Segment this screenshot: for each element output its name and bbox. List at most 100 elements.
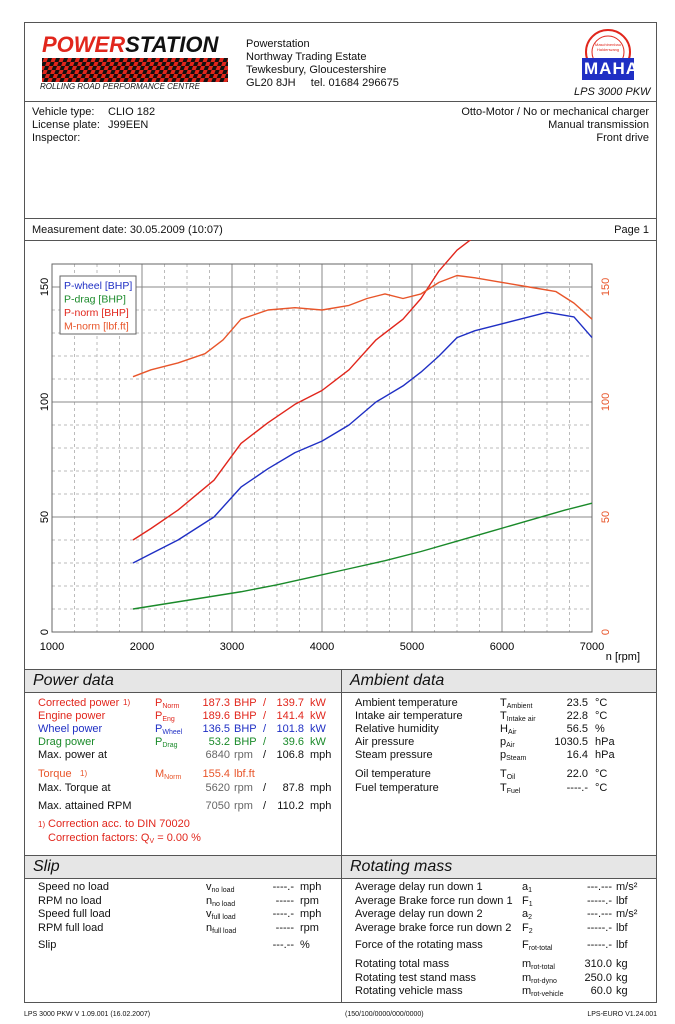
rotating-row-1-unit: lbf — [616, 894, 628, 907]
torque-symbol-subscript: Norm — [164, 774, 182, 781]
ambient-row-2-unit: % — [595, 723, 605, 735]
ambient-row-3-value: 1030.5 — [554, 736, 588, 748]
power-row-2-symbol: PWheel — [155, 723, 182, 739]
rotating-mass-2-unit: kg — [616, 985, 628, 997]
slip-row-2-label: Speed full load — [38, 908, 111, 920]
ambient-row2-1-symbol: TFuel — [500, 782, 520, 798]
legend-entry-p-drag: P-drag [BHP] — [64, 294, 126, 306]
powerstation-logo: POWERSTATION ROLLING ROAD PERFORMANCE CE… — [36, 32, 236, 94]
max-rpm-value: 7050 — [205, 800, 230, 812]
rotating-mass-0-symbol-subscript: rot-total — [531, 964, 555, 971]
x-tick-1000: 1000 — [40, 641, 64, 653]
footnote-2-sub: V — [149, 838, 155, 845]
footnote-2: Correction factors: QV = 0.00 % — [48, 832, 201, 848]
ambient-row2-1-symbol-subscript: Fuel — [506, 788, 521, 795]
maha-emblem-icon — [582, 29, 634, 80]
ambient-row-1-value: 22.8 — [566, 710, 588, 722]
slip-row-3-symbol-symbol: n — [206, 921, 213, 934]
power-row-0-value1: 187.3 — [202, 697, 230, 709]
address-line-2: Northway Trading Estate — [246, 51, 367, 63]
engine-type: Otto-Motor / No or mechanical charger — [461, 106, 649, 118]
rotating-mass-2-value: 60.0 — [590, 985, 612, 997]
slip-row-0-label: Speed no load — [38, 881, 109, 893]
power-row-0-sep: / — [263, 697, 267, 709]
rotating-mass-1-label: Rotating test stand mass — [355, 971, 477, 984]
vehicle-type-label: Vehicle type: — [32, 106, 95, 118]
ambient-row-2-value: 56.5 — [566, 723, 588, 735]
torque-symbol-symbol: M — [155, 768, 165, 780]
rotating-row-1-symbol-subscript: 1 — [528, 900, 533, 908]
rotating-row-3-value: -----.- — [586, 921, 612, 934]
ambient-row-2-label: Relative humidity — [355, 723, 439, 735]
rotating-row-0-value: ---.--- — [586, 881, 612, 893]
vehicle-type-value: CLIO 182 — [108, 106, 156, 118]
y-tick-right-100: 100 — [600, 393, 612, 411]
logo-tagline: ROLLING ROAD PERFORMANCE CENTRE — [40, 82, 201, 91]
rotating-row-3-symbol: F2 — [522, 922, 533, 938]
rotating-row-2-symbol: a2 — [522, 908, 532, 924]
rotating-force-symbol: Frot-total — [522, 939, 552, 955]
power-row-2-unit2: kW — [310, 723, 326, 735]
y-tick-right-150: 150 — [600, 278, 612, 296]
power-row-2-unit1: BHP — [234, 723, 257, 735]
logo-station: STATION — [125, 32, 219, 57]
footnote-2-text: Correction factors: Q — [48, 832, 150, 844]
x-tick-3000: 3000 — [220, 641, 244, 653]
rotating-row-1-label: Average Brake force run down 1 — [355, 894, 513, 907]
power-row-1-unit1: BHP — [234, 710, 257, 722]
power-row-0-unit2: kW — [310, 697, 326, 709]
ambient-row-4-label: Steam pressure — [355, 749, 433, 761]
power-row-2-label: Wheel power — [38, 723, 103, 735]
series-line-p-drag — [132, 502, 593, 610]
rotating-row-3-symbol-subscript: 2 — [528, 927, 533, 935]
ambient-row2-0-value: 22.0 — [566, 768, 588, 780]
rotating-mass-0-value: 310.0 — [584, 958, 612, 970]
slip-row-2-symbol-subscript: full load — [211, 914, 236, 921]
slip-row-2-symbol: vfull load — [206, 908, 236, 924]
ambient-row-0-symbol-symbol: T — [500, 697, 507, 709]
rotating-mass-2-label: Rotating vehicle mass — [355, 985, 463, 997]
footer-right: LPS-EURO V1.24.001 — [587, 1011, 657, 1018]
power-row-4-unit2: mph — [310, 749, 332, 761]
power-row-3-label: Drag power — [38, 736, 95, 748]
rotating-force-value: -----.- — [586, 939, 612, 951]
rotating-row-2-unit: m/s² — [616, 908, 638, 920]
power-row-3-symbol-subscript: Drag — [162, 742, 178, 749]
slip-row-0-symbol: vno load — [206, 881, 234, 897]
slip-row-3-value: ----- — [275, 921, 294, 934]
slip-value: ---.-- — [272, 939, 294, 951]
rotating-row-0-symbol-symbol: a — [522, 881, 529, 893]
measurement-date: Measurement date: 30.05.2009 (10:07) — [32, 224, 223, 236]
max-rpm-speed-unit: mph — [310, 800, 332, 812]
power-row-2-value2: 101.8 — [276, 723, 304, 735]
ambient-row-2-symbol-subscript: Air — [507, 729, 517, 736]
ambient-row2-0-unit: °C — [595, 768, 608, 780]
footnote-mark: 1) — [38, 820, 46, 829]
rotating-row-0-unit: m/s² — [616, 881, 638, 893]
ambient-row-0-unit: °C — [595, 697, 608, 709]
x-tick-6000: 6000 — [490, 641, 514, 653]
legend-entry-p-norm: P-norm [BHP] — [64, 307, 129, 319]
power-row-1-symbol: PEng — [155, 710, 175, 726]
power-row-3-unit1: BHP — [234, 736, 257, 748]
power-row-0-value2: 139.7 — [276, 697, 304, 709]
slip-row-3-unit: rpm — [300, 921, 319, 934]
slip-row-1-symbol: nno load — [206, 895, 235, 911]
ambient-row2-0-symbol: TOil — [500, 768, 515, 784]
power-row-0-symbol: PNorm — [155, 697, 179, 713]
power-row-3-sep: / — [263, 736, 267, 748]
power-row-0-symbol-symbol: P — [155, 697, 163, 709]
slip-row-1-label: RPM no load — [38, 894, 102, 907]
rotating-mass-0-unit: kg — [616, 958, 628, 970]
ambient-row-1-symbol-symbol: T — [500, 710, 507, 722]
footer-center: (150/100/0000/000/0000) — [345, 1011, 424, 1018]
ambient-row-0-symbol-subscript: Ambient — [506, 703, 533, 710]
ambient-row-0-value: 23.5 — [566, 697, 588, 709]
legend-box — [59, 275, 137, 335]
rotating-row-3-label: Average brake force run down 2 — [355, 921, 512, 934]
rotating-force-symbol-symbol: F — [522, 939, 529, 951]
rotating-force-label: Force of the rotating mass — [355, 939, 483, 951]
ambient-row-4-unit: hPa — [595, 749, 615, 761]
power-row-3-symbol-symbol: P — [155, 736, 163, 748]
